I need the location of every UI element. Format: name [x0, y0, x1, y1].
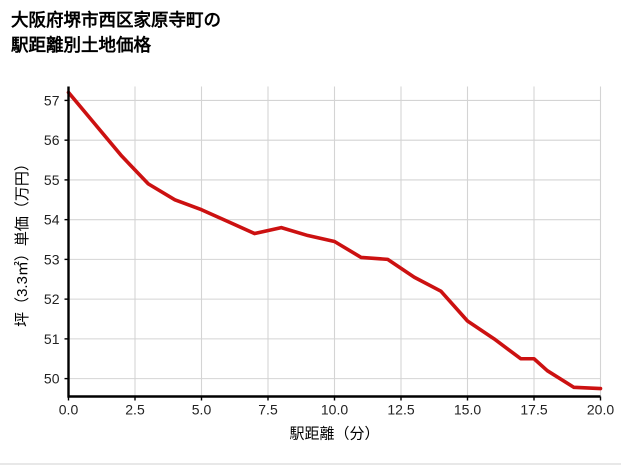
y-tick-label: 56 [44, 132, 60, 148]
y-tick-labels: 50 51 52 53 54 55 56 57 [44, 92, 60, 386]
x-tick-label: 0.0 [59, 402, 79, 418]
y-tick-label: 52 [44, 291, 60, 307]
y-tick-label: 57 [44, 92, 60, 108]
axis-spines [64, 86, 602, 401]
chart-title: 大阪府堺市西区家原寺町の 駅距離別土地価格 [11, 10, 221, 55]
y-tick-label: 54 [44, 212, 60, 228]
y-tick-label: 51 [44, 331, 60, 347]
data-line [66, 90, 603, 391]
y-tick-label: 55 [44, 172, 60, 188]
x-tick-label: 12.5 [387, 402, 414, 418]
y-tick-label: 53 [44, 251, 60, 267]
x-tick-label: 5.0 [192, 402, 212, 418]
y-tick-label: 50 [44, 371, 60, 387]
axis-titles: 駅距離（分） 坪（3.3㎡）単価（万円） [14, 156, 380, 442]
x-tick-label: 17.5 [520, 402, 547, 418]
x-tick-label: 10.0 [321, 402, 348, 418]
y-axis-title: 坪（3.3㎡）単価（万円） [14, 156, 31, 327]
x-tick-label: 20.0 [587, 402, 614, 418]
gridlines [68, 86, 602, 397]
x-tick-labels: 0.0 2.5 5.0 7.5 10.0 12.5 15.0 17.5 20.0 [59, 402, 615, 418]
x-tick-label: 2.5 [125, 402, 145, 418]
x-tick-label: 7.5 [258, 402, 278, 418]
data-series-group [66, 90, 603, 391]
x-tick-label: 15.0 [454, 402, 481, 418]
x-axis-title: 駅距離（分） [289, 425, 379, 443]
